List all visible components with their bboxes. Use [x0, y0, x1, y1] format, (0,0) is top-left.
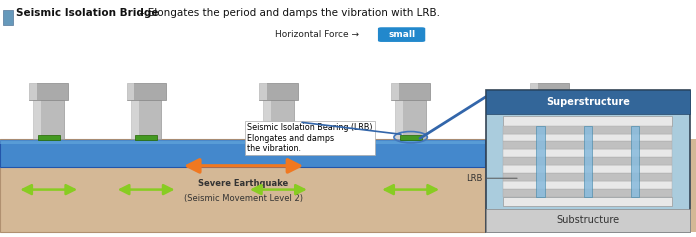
FancyBboxPatch shape: [141, 139, 152, 167]
FancyBboxPatch shape: [503, 141, 672, 149]
FancyBboxPatch shape: [405, 139, 416, 167]
Text: Seismic Isolation Bridge: Seismic Isolation Bridge: [16, 8, 159, 18]
FancyBboxPatch shape: [43, 139, 54, 167]
Text: – Elongates the period and damps the vibration with LRB.: – Elongates the period and damps the vib…: [136, 8, 440, 18]
Text: Severe Earthquake: Severe Earthquake: [198, 179, 289, 188]
FancyBboxPatch shape: [535, 100, 542, 139]
FancyBboxPatch shape: [530, 83, 569, 100]
Text: Superstructure: Superstructure: [546, 97, 630, 107]
FancyBboxPatch shape: [127, 83, 134, 100]
FancyBboxPatch shape: [263, 100, 294, 139]
FancyBboxPatch shape: [503, 157, 672, 165]
FancyBboxPatch shape: [0, 140, 485, 144]
FancyBboxPatch shape: [503, 197, 672, 206]
FancyBboxPatch shape: [544, 139, 555, 167]
FancyBboxPatch shape: [530, 83, 538, 100]
FancyBboxPatch shape: [263, 100, 271, 139]
FancyBboxPatch shape: [486, 90, 690, 114]
FancyBboxPatch shape: [29, 83, 37, 100]
FancyBboxPatch shape: [138, 139, 141, 167]
FancyBboxPatch shape: [400, 135, 422, 140]
FancyBboxPatch shape: [54, 139, 57, 167]
FancyBboxPatch shape: [503, 133, 672, 141]
FancyBboxPatch shape: [503, 116, 672, 126]
FancyBboxPatch shape: [555, 139, 558, 167]
FancyBboxPatch shape: [131, 100, 161, 139]
FancyBboxPatch shape: [284, 139, 287, 167]
FancyBboxPatch shape: [583, 126, 592, 197]
FancyBboxPatch shape: [503, 126, 672, 133]
FancyBboxPatch shape: [135, 135, 157, 140]
FancyBboxPatch shape: [395, 100, 403, 139]
FancyBboxPatch shape: [273, 139, 284, 167]
FancyBboxPatch shape: [0, 139, 485, 232]
FancyBboxPatch shape: [3, 10, 13, 25]
FancyBboxPatch shape: [402, 139, 405, 167]
Text: (Seismic Movement Level 2): (Seismic Movement Level 2): [184, 194, 303, 203]
FancyBboxPatch shape: [539, 135, 561, 140]
FancyBboxPatch shape: [152, 139, 155, 167]
Text: LRB: LRB: [466, 174, 482, 183]
FancyBboxPatch shape: [395, 100, 426, 139]
Text: Horizontal Force →: Horizontal Force →: [275, 30, 359, 39]
FancyBboxPatch shape: [131, 100, 139, 139]
FancyBboxPatch shape: [416, 139, 419, 167]
FancyBboxPatch shape: [40, 139, 43, 167]
FancyBboxPatch shape: [0, 139, 696, 232]
Text: Seismic Isolation Bearing (LRB)
Elongates and damps
the vibration.: Seismic Isolation Bearing (LRB) Elongate…: [247, 123, 372, 153]
FancyBboxPatch shape: [503, 165, 672, 173]
FancyBboxPatch shape: [259, 83, 298, 100]
FancyBboxPatch shape: [503, 181, 672, 189]
FancyBboxPatch shape: [536, 126, 544, 197]
FancyBboxPatch shape: [631, 126, 640, 197]
FancyBboxPatch shape: [0, 140, 485, 167]
FancyBboxPatch shape: [503, 149, 672, 157]
FancyBboxPatch shape: [127, 83, 166, 100]
FancyBboxPatch shape: [391, 83, 430, 100]
Text: small: small: [388, 30, 415, 39]
FancyBboxPatch shape: [391, 83, 399, 100]
FancyBboxPatch shape: [503, 189, 672, 197]
FancyBboxPatch shape: [486, 209, 690, 232]
FancyBboxPatch shape: [541, 139, 544, 167]
FancyBboxPatch shape: [270, 139, 273, 167]
FancyBboxPatch shape: [38, 135, 60, 140]
FancyBboxPatch shape: [33, 100, 41, 139]
FancyBboxPatch shape: [267, 135, 290, 140]
FancyBboxPatch shape: [33, 100, 64, 139]
Text: Substructure: Substructure: [556, 215, 619, 225]
FancyBboxPatch shape: [486, 90, 690, 232]
FancyBboxPatch shape: [535, 100, 565, 139]
FancyBboxPatch shape: [29, 83, 68, 100]
FancyBboxPatch shape: [503, 173, 672, 181]
FancyBboxPatch shape: [259, 83, 267, 100]
FancyBboxPatch shape: [378, 27, 425, 42]
